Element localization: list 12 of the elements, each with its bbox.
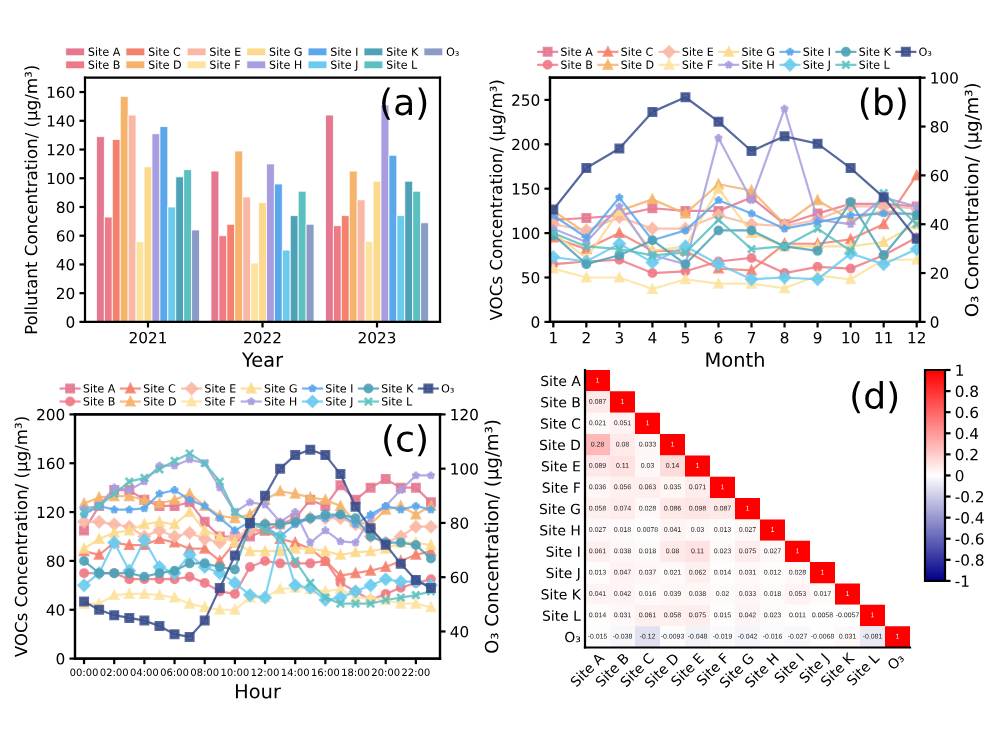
x-axis-title: Month	[706, 351, 764, 368]
annotation: (a)	[382, 87, 427, 120]
annotation: (d)	[852, 381, 898, 414]
y-axis-title: VOCs Concentration/ (μg/m³)	[489, 80, 506, 321]
x-axis-title: Hour	[235, 684, 281, 699]
y2-axis-title: O₃ Concentration/ (μg/m³)	[964, 84, 982, 317]
annotation: (b)	[860, 87, 906, 120]
x-axis-title: Year	[241, 352, 284, 368]
y-axis-title: VOCs Concentration/ (μg/m³)	[14, 417, 31, 658]
annotation: (c)	[384, 424, 426, 457]
y2-axis-title: O₃ Concentration/ (μg/m³)	[484, 420, 502, 653]
y-axis-title: Pollutant Concentration/ (μg/m³)	[24, 66, 41, 334]
